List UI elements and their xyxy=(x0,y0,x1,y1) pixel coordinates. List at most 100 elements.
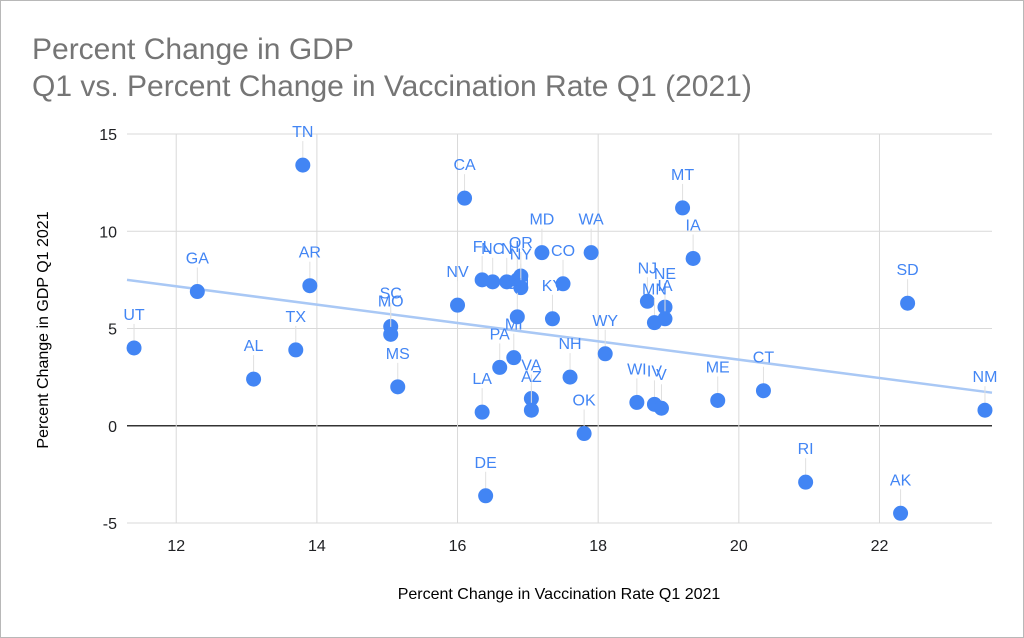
trendline xyxy=(126,278,993,394)
data-point xyxy=(798,474,814,490)
data-point xyxy=(383,326,399,342)
data-point xyxy=(126,340,142,356)
axis-ticks: -5 0 5 10 15 12 14 16 18 20 22 xyxy=(99,127,888,555)
data-point-label: CO xyxy=(551,243,575,260)
data-point xyxy=(555,276,571,292)
x-tick-label: 22 xyxy=(871,538,889,555)
data-point-label: AL xyxy=(244,338,264,355)
y-tick-label: 15 xyxy=(99,127,117,144)
data-point xyxy=(893,505,909,521)
data-point-label: NC xyxy=(481,241,504,258)
data-point xyxy=(288,342,304,358)
data-point-label: NV xyxy=(446,264,469,281)
data-point-label: OK xyxy=(573,393,596,410)
x-tick-label: 20 xyxy=(730,538,748,555)
data-point-label: OR xyxy=(509,235,533,252)
y-tick-label: 5 xyxy=(108,322,117,339)
x-tick-label: 16 xyxy=(449,538,467,555)
data-point-label: OH xyxy=(505,276,529,293)
data-point xyxy=(562,369,578,385)
data-point xyxy=(485,274,501,290)
data-point xyxy=(492,359,508,375)
data-point-label: NJ xyxy=(638,260,658,277)
data-point xyxy=(583,245,599,261)
data-point xyxy=(576,426,592,442)
data-point xyxy=(523,402,539,418)
data-point-label: NM xyxy=(973,369,998,386)
data-point-label: TX xyxy=(286,309,307,326)
trendline-layer xyxy=(126,278,993,394)
data-point-label: TN xyxy=(292,124,313,141)
data-point xyxy=(457,190,473,206)
data-point xyxy=(646,315,662,331)
y-tick-label: -5 xyxy=(103,516,117,533)
data-point xyxy=(710,392,726,408)
data-point-label: MT xyxy=(671,167,694,184)
data-point-label: CA xyxy=(453,157,476,174)
data-point-label: V xyxy=(656,367,667,384)
data-point-label: UT xyxy=(123,307,145,324)
data-point xyxy=(629,394,645,410)
chart-title: Percent Change in GDP Q1 vs. Percent Cha… xyxy=(32,31,752,105)
data-point-label: KY xyxy=(542,278,564,295)
data-point xyxy=(513,280,529,296)
data-point-label: CT xyxy=(753,350,775,367)
grid-lines xyxy=(127,133,992,524)
data-point-label: IA xyxy=(686,217,701,234)
data-point-label: FL xyxy=(473,239,492,256)
x-tick-label: 12 xyxy=(167,538,185,555)
data-point xyxy=(390,379,406,395)
chart-title-line-1: Percent Change in GDP xyxy=(32,33,354,66)
y-tick-label: 10 xyxy=(99,224,117,241)
x-axis-label: Percent Change in Vaccination Rate Q1 20… xyxy=(398,586,721,603)
data-point-label: SD xyxy=(896,262,918,279)
data-point xyxy=(474,404,490,420)
data-point xyxy=(450,297,466,313)
y-axis-label: Percent Change in GDP Q1 2021 xyxy=(35,211,52,448)
data-point-label: AK xyxy=(890,472,912,489)
data-point-label: WA xyxy=(579,212,605,229)
chart-title-line-2: Q1 vs. Percent Change in Vaccination Rat… xyxy=(32,70,752,103)
data-point xyxy=(900,295,916,311)
x-tick-label: 14 xyxy=(308,538,326,555)
data-point xyxy=(544,311,560,327)
data-point-label: MN xyxy=(642,282,667,299)
data-point-label: WY xyxy=(592,313,618,330)
data-point-label: GA xyxy=(186,251,209,268)
x-tick-label: 18 xyxy=(589,538,607,555)
data-point-label: IA xyxy=(657,278,672,295)
data-point-label: AR xyxy=(299,245,321,262)
data-point-label: WI xyxy=(627,361,647,378)
data-point-label: MO xyxy=(378,293,404,310)
data-point xyxy=(755,383,771,399)
data-point xyxy=(478,488,494,504)
data-point-label: NE xyxy=(654,266,676,283)
data-point xyxy=(302,278,318,294)
data-point-label: DE xyxy=(475,455,497,472)
data-point xyxy=(685,250,701,266)
data-point-label: AZ xyxy=(521,369,542,386)
data-point-label: VA xyxy=(521,358,541,375)
data-point-label: MS xyxy=(386,346,410,363)
data-point xyxy=(675,200,691,216)
data-point-label: MI xyxy=(505,317,523,334)
data-point-label: MD xyxy=(529,212,554,229)
data-point xyxy=(189,284,205,300)
data-point xyxy=(639,293,655,309)
data-point-label: NY xyxy=(510,247,533,264)
data-point-label: I xyxy=(515,239,519,256)
data-point-label: ME xyxy=(706,359,730,376)
data-point-label: LA xyxy=(472,371,492,388)
y-tick-label: 0 xyxy=(108,419,117,436)
data-point xyxy=(246,371,262,387)
data-point-label: PA xyxy=(490,326,510,343)
data-point xyxy=(506,350,522,366)
data-point-label: NH xyxy=(558,336,581,353)
data-point xyxy=(653,400,669,416)
data-point xyxy=(597,346,613,362)
data-point-label: RI xyxy=(798,441,814,458)
data-point xyxy=(977,402,993,418)
data-point xyxy=(509,309,525,325)
